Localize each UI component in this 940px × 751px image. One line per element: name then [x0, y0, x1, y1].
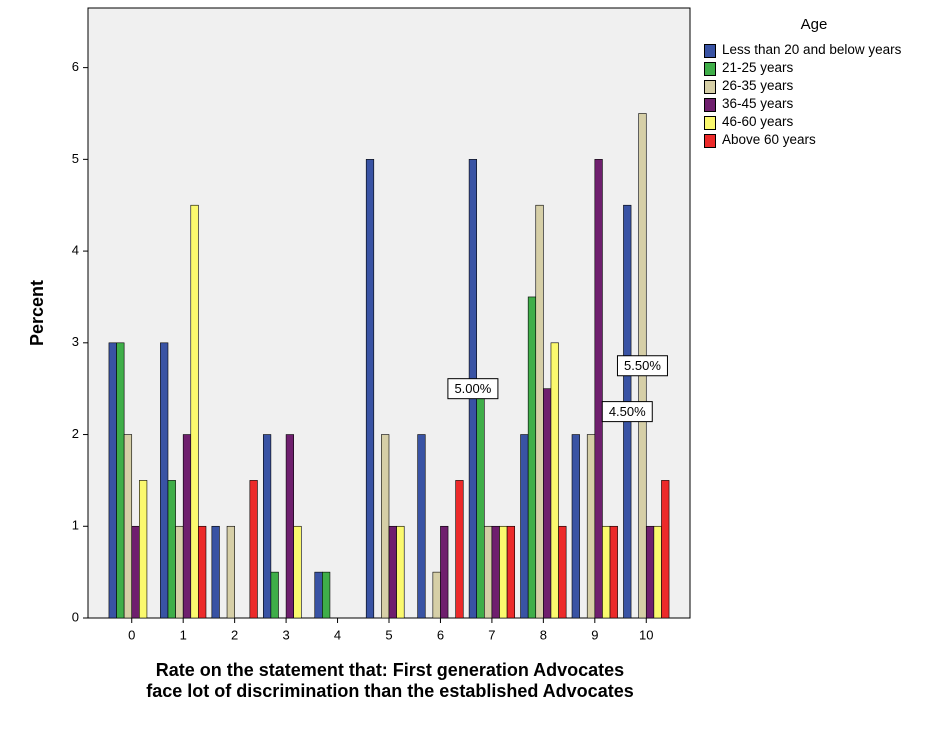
bar — [571, 434, 580, 619]
bar — [527, 296, 537, 619]
bar — [506, 525, 516, 619]
bar — [314, 571, 323, 619]
bar — [653, 525, 662, 619]
bar — [226, 525, 235, 619]
bar — [645, 525, 655, 619]
x-tick-label: 8 — [540, 627, 547, 642]
y-tick-label: 2 — [72, 426, 79, 441]
legend-swatch — [704, 116, 716, 130]
annotation-label: 5.50% — [624, 358, 661, 373]
bar — [285, 434, 294, 619]
legend-label: Above 60 years — [722, 132, 816, 147]
annotation: 5.50% — [616, 355, 668, 377]
annotation-box — [601, 401, 653, 423]
bar — [455, 480, 464, 619]
bar — [388, 525, 397, 619]
y-tick-label: 5 — [72, 151, 79, 166]
bar — [190, 204, 199, 619]
bar — [160, 342, 169, 619]
bar — [543, 388, 552, 619]
legend-item: 46-60 years — [704, 115, 924, 130]
bar — [594, 159, 603, 619]
y-tick-label: 3 — [72, 334, 79, 349]
bar — [484, 525, 493, 619]
x-tick-label: 4 — [334, 627, 341, 642]
x-tick-label: 1 — [180, 627, 187, 642]
bar — [175, 525, 184, 619]
y-tick-label: 6 — [72, 59, 79, 74]
bar — [520, 434, 529, 619]
x-tick-label: 7 — [488, 627, 495, 642]
legend-label: Less than 20 and below years — [722, 42, 902, 57]
legend-label: 46-60 years — [722, 114, 794, 129]
x-tick-label: 10 — [639, 627, 653, 642]
bar — [108, 342, 117, 619]
legend-item: 26-35 years — [704, 79, 924, 94]
legend-item: 21-25 years — [704, 61, 924, 76]
legend-title: Age — [800, 16, 828, 33]
bar — [499, 525, 508, 619]
bar — [123, 434, 133, 619]
legend: Age Less than 20 and below years 21-25 ye… — [704, 16, 924, 151]
y-tick-label: 0 — [72, 609, 79, 624]
legend-item: Less than 20 and below years — [704, 43, 924, 58]
bar — [211, 525, 220, 619]
bar — [432, 571, 441, 619]
legend-label: 36-45 years — [722, 96, 794, 111]
bar — [116, 342, 125, 619]
x-axis-title: Rate on the statement that: First genera… — [146, 660, 634, 701]
annotation: 4.50% — [601, 401, 653, 423]
legend-swatch — [704, 98, 716, 112]
bar — [167, 480, 176, 619]
bar — [131, 525, 140, 619]
bar — [440, 525, 449, 619]
annotation-box — [616, 355, 668, 377]
x-tick-label: 6 — [437, 627, 444, 642]
annotation-label: 4.50% — [609, 404, 646, 419]
bar — [270, 571, 279, 619]
bar — [396, 525, 405, 619]
legend-swatch — [704, 80, 716, 94]
bar — [609, 525, 618, 619]
bar — [491, 525, 500, 619]
legend-swatch — [704, 44, 716, 58]
legend-swatch — [704, 134, 716, 148]
annotation-box — [447, 378, 499, 400]
y-axis-title: Percent — [27, 280, 47, 346]
legend-item: 36-45 years — [704, 97, 924, 112]
bar — [365, 159, 375, 619]
bar — [249, 480, 258, 619]
x-tick-label: 3 — [282, 627, 289, 642]
bar — [139, 480, 148, 619]
bar — [182, 434, 192, 619]
legend-label: 26-35 years — [722, 78, 794, 93]
x-tick-label: 0 — [128, 627, 135, 642]
x-tick-label: 9 — [591, 627, 598, 642]
legend-item: Above 60 years — [704, 133, 924, 148]
bar — [476, 388, 485, 619]
bar — [262, 434, 272, 619]
bar — [602, 525, 611, 619]
x-tick-label: 2 — [231, 627, 238, 642]
bar — [198, 525, 207, 619]
bar — [550, 342, 559, 619]
bar — [293, 525, 302, 619]
bar — [417, 434, 426, 619]
bar — [661, 480, 670, 619]
legend-swatch — [704, 62, 716, 76]
bar — [558, 525, 567, 619]
bar — [586, 434, 596, 619]
x-tick-label: 5 — [385, 627, 392, 642]
bar — [535, 204, 544, 619]
annotation-label: 5.00% — [454, 381, 491, 396]
bar — [381, 434, 390, 619]
bar — [322, 571, 331, 619]
y-tick-label: 4 — [72, 243, 79, 258]
annotation: 5.00% — [447, 378, 499, 400]
y-tick-label: 1 — [72, 518, 79, 533]
legend-label: 21-25 years — [722, 60, 794, 75]
